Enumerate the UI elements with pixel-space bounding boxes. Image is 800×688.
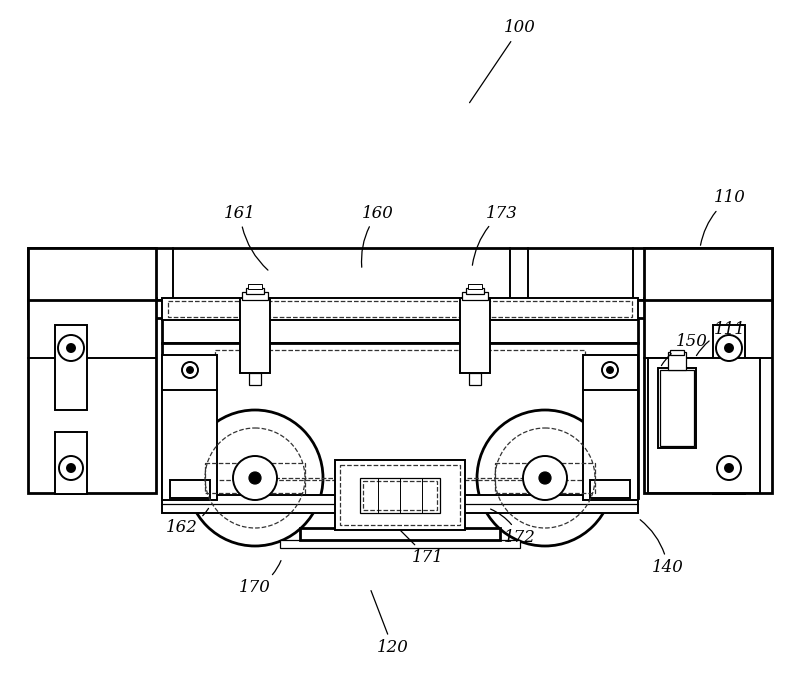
- Bar: [280, 540, 520, 548]
- Bar: [644, 298, 772, 493]
- Bar: [363, 481, 437, 510]
- Bar: [713, 432, 745, 494]
- Text: 110: 110: [701, 189, 746, 245]
- Bar: [28, 300, 772, 318]
- Circle shape: [233, 456, 277, 500]
- Text: 162: 162: [166, 508, 209, 537]
- Circle shape: [67, 344, 75, 352]
- Bar: [240, 298, 270, 373]
- Text: 150: 150: [662, 334, 708, 365]
- Bar: [360, 478, 440, 513]
- Text: 140: 140: [640, 519, 684, 577]
- Bar: [713, 325, 745, 410]
- Text: 173: 173: [472, 204, 518, 266]
- Bar: [469, 373, 481, 385]
- Circle shape: [539, 472, 551, 484]
- Bar: [335, 460, 465, 530]
- Bar: [644, 248, 772, 300]
- Circle shape: [187, 367, 193, 373]
- Text: 120: 120: [371, 590, 409, 656]
- Bar: [590, 480, 630, 498]
- Bar: [460, 298, 490, 373]
- Bar: [246, 288, 264, 294]
- Bar: [300, 528, 500, 540]
- Bar: [55, 325, 87, 410]
- Text: 172: 172: [490, 509, 536, 546]
- Bar: [28, 248, 156, 300]
- Bar: [466, 288, 484, 294]
- Circle shape: [725, 464, 733, 472]
- Text: 170: 170: [239, 561, 281, 596]
- Circle shape: [523, 456, 567, 500]
- Bar: [205, 463, 305, 493]
- Circle shape: [58, 335, 84, 361]
- Circle shape: [59, 456, 83, 480]
- Bar: [670, 350, 684, 355]
- Circle shape: [716, 335, 742, 361]
- Bar: [648, 358, 760, 493]
- Text: 111: 111: [697, 321, 746, 356]
- Bar: [660, 370, 694, 446]
- Bar: [162, 343, 638, 498]
- Bar: [55, 432, 87, 494]
- Text: 171: 171: [400, 530, 444, 566]
- Bar: [583, 355, 638, 500]
- Bar: [162, 318, 638, 343]
- Bar: [170, 480, 210, 498]
- Circle shape: [607, 367, 613, 373]
- Bar: [28, 298, 156, 493]
- Circle shape: [602, 362, 618, 378]
- Bar: [495, 463, 595, 493]
- Bar: [162, 495, 638, 513]
- Bar: [215, 350, 585, 480]
- Circle shape: [477, 410, 613, 546]
- Bar: [462, 292, 488, 300]
- Circle shape: [249, 472, 261, 484]
- Bar: [242, 292, 268, 300]
- Bar: [162, 298, 638, 320]
- Bar: [668, 352, 686, 370]
- Bar: [249, 373, 261, 385]
- Bar: [468, 284, 482, 289]
- Bar: [340, 465, 460, 525]
- Circle shape: [725, 344, 733, 352]
- Bar: [255, 472, 545, 484]
- Circle shape: [182, 362, 198, 378]
- Text: 100: 100: [470, 19, 536, 103]
- Bar: [658, 368, 696, 448]
- Bar: [162, 355, 217, 500]
- Bar: [168, 301, 632, 317]
- Circle shape: [67, 464, 75, 472]
- Text: 160: 160: [362, 204, 394, 267]
- Text: 161: 161: [224, 204, 268, 270]
- Circle shape: [187, 410, 323, 546]
- Bar: [28, 248, 772, 300]
- Circle shape: [717, 456, 741, 480]
- Bar: [248, 284, 262, 289]
